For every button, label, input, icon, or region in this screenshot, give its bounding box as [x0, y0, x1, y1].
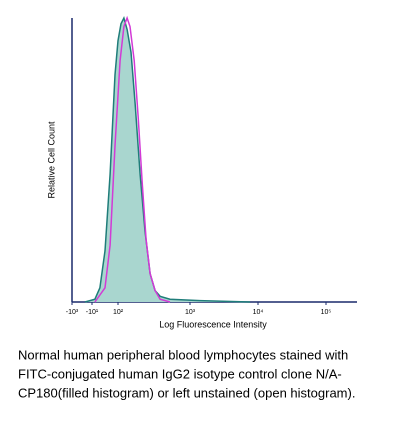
- x-tick-label: 10⁴: [253, 309, 264, 316]
- x-tick-label: 10⁵: [321, 309, 332, 316]
- caption-line: FITC-conjugated human IgG2 isotype contr…: [18, 366, 342, 381]
- x-tick-label: 10²: [113, 309, 124, 316]
- x-axis-label: Log Fluorescence Intensity: [159, 319, 267, 329]
- caption-line: CP180(filled histogram) or left unstaine…: [18, 385, 355, 400]
- histogram-line: [94, 15, 171, 303]
- histogram-line: [84, 15, 251, 303]
- filled-histogram: [85, 18, 250, 302]
- x-tick-label: 10³: [185, 309, 196, 316]
- x-tick-label: -10³: [66, 309, 79, 316]
- y-axis-label: Relative Cell Count: [46, 121, 56, 199]
- x-tick-label: -10¹: [86, 309, 99, 316]
- caption-line: Normal human peripheral blood lymphocyte…: [18, 347, 348, 362]
